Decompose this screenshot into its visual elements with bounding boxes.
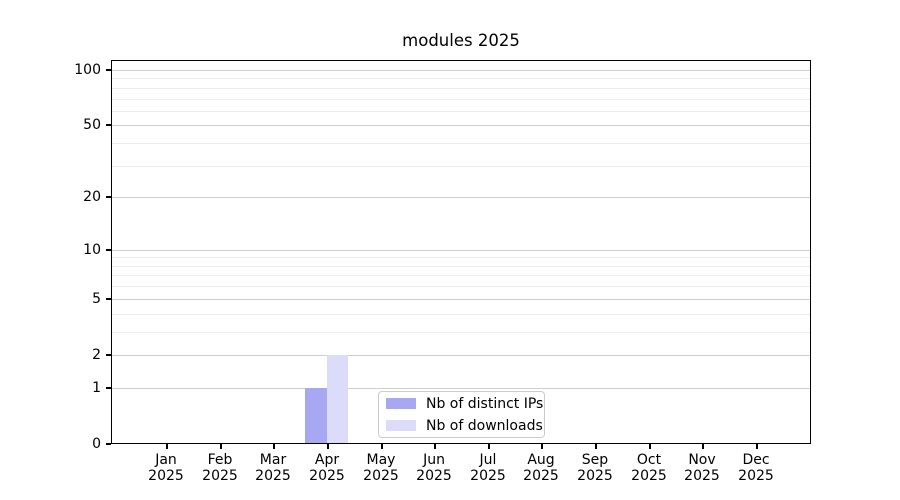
y-tick-label: 0 [92,436,101,452]
y-tick-label: 5 [92,291,101,307]
y-minor-gridline [112,88,810,89]
x-tick-mark [649,444,651,449]
y-tick-label: 2 [92,347,101,363]
x-tick-mark [434,444,436,449]
x-tick-label: Aug 2025 [511,452,571,484]
x-tick-year: 2025 [738,468,774,484]
x-tick-label: Sep 2025 [565,452,625,484]
legend-swatch-icon [386,420,416,431]
legend-swatch-icon [386,398,416,409]
x-tick-year: 2025 [255,468,291,484]
y-tick-label: 20 [83,189,101,205]
y-minor-gridline [112,314,810,315]
x-tick-mark [756,444,758,449]
y-minor-gridline [112,143,810,144]
x-tick-year: 2025 [523,468,559,484]
x-tick-mark [166,444,168,449]
x-tick-month: Mar [259,452,287,468]
x-tick-mark [327,444,329,449]
x-tick-label: Mar 2025 [243,452,303,484]
x-tick-month: Jul [479,452,497,468]
plot-area-border [111,60,811,444]
x-tick-label: Jun 2025 [404,452,464,484]
y-major-gridline [112,70,810,71]
x-tick-year: 2025 [416,468,452,484]
y-minor-gridline [112,332,810,333]
y-major-gridline [112,125,810,126]
x-tick-label: Jan 2025 [136,452,196,484]
y-minor-gridline [112,111,810,112]
x-tick-month: Oct [636,452,662,468]
x-tick-month: Jan [155,452,177,468]
x-tick-year: 2025 [684,468,720,484]
x-tick-month: Aug [527,452,555,468]
x-tick-month: Sep [581,452,609,468]
y-tick-mark [106,69,111,71]
x-tick-label: Dec 2025 [726,452,786,484]
y-tick-mark [106,354,111,356]
x-tick-month: Feb [207,452,233,468]
y-tick-mark [106,387,111,389]
x-tick-label: Apr 2025 [297,452,357,484]
y-minor-gridline [112,286,810,287]
x-tick-label: Feb 2025 [190,452,250,484]
legend-label: Nb of distinct IPs [426,395,544,412]
legend: Nb of distinct IPs Nb of downloads [378,391,545,438]
x-tick-year: 2025 [577,468,613,484]
x-tick-year: 2025 [470,468,506,484]
x-tick-year: 2025 [202,468,238,484]
bar-nb-of-distinct-ips [305,388,327,443]
x-tick-year: 2025 [148,468,184,484]
chart-title: modules 2025 [402,31,520,50]
x-tick-mark [381,444,383,449]
y-tick-label: 1 [92,380,101,396]
x-tick-month: Dec [742,452,770,468]
x-tick-mark [541,444,543,449]
x-tick-month: May [366,452,396,468]
x-tick-label: Nov 2025 [672,452,732,484]
y-major-gridline [112,355,810,356]
y-tick-label: 10 [83,242,101,258]
y-major-gridline [112,250,810,251]
y-minor-gridline [112,166,810,167]
legend-label: Nb of downloads [426,417,543,434]
x-tick-mark [488,444,490,449]
legend-row: Nb of downloads [386,418,543,434]
y-tick-mark [106,124,111,126]
y-minor-gridline [112,257,810,258]
y-tick-mark [106,443,111,445]
x-tick-month: Nov [688,452,716,468]
y-minor-gridline [112,78,810,79]
x-tick-label: May 2025 [351,452,411,484]
bar-nb-of-downloads [326,355,349,443]
legend-row: Nb of distinct IPs [386,396,543,412]
x-tick-mark [273,444,275,449]
x-tick-month: Jun [423,452,445,468]
x-tick-year: 2025 [631,468,667,484]
x-tick-label: Oct 2025 [619,452,679,484]
y-tick-label: 50 [83,117,101,133]
y-minor-gridline [112,275,810,276]
x-tick-label: Jul 2025 [458,452,518,484]
x-tick-month: Apr [314,452,340,468]
y-tick-mark [106,196,111,198]
y-tick-mark [106,249,111,251]
x-tick-mark [595,444,597,449]
x-tick-mark [220,444,222,449]
y-major-gridline [112,197,810,198]
x-tick-year: 2025 [363,468,399,484]
y-tick-label: 100 [74,62,101,78]
y-minor-gridline [112,99,810,100]
x-tick-mark [702,444,704,449]
y-tick-mark [106,298,111,300]
y-major-gridline [112,388,810,389]
y-minor-gridline [112,266,810,267]
x-tick-year: 2025 [309,468,345,484]
y-major-gridline [112,299,810,300]
